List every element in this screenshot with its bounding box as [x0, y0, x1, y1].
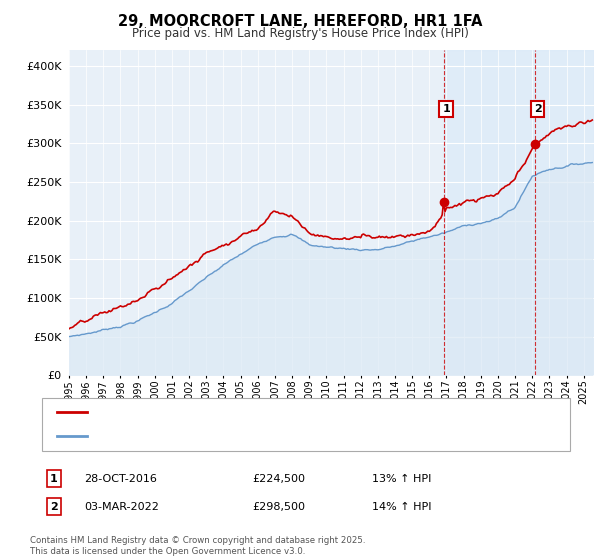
Text: £224,500: £224,500: [252, 474, 305, 484]
Text: 14% ↑ HPI: 14% ↑ HPI: [372, 502, 431, 512]
Text: HPI: Average price, semi-detached house, Herefordshire: HPI: Average price, semi-detached house,…: [93, 431, 386, 441]
Text: Price paid vs. HM Land Registry's House Price Index (HPI): Price paid vs. HM Land Registry's House …: [131, 27, 469, 40]
Text: 1: 1: [50, 474, 58, 484]
Text: 2: 2: [534, 104, 542, 114]
Text: £298,500: £298,500: [252, 502, 305, 512]
Text: 03-MAR-2022: 03-MAR-2022: [84, 502, 159, 512]
Text: 2: 2: [50, 502, 58, 512]
Text: 13% ↑ HPI: 13% ↑ HPI: [372, 474, 431, 484]
Text: Contains HM Land Registry data © Crown copyright and database right 2025.
This d: Contains HM Land Registry data © Crown c…: [30, 536, 365, 556]
Text: 1: 1: [442, 104, 450, 114]
Text: 28-OCT-2016: 28-OCT-2016: [84, 474, 157, 484]
Text: 29, MOORCROFT LANE, HEREFORD, HR1 1FA (semi-detached house): 29, MOORCROFT LANE, HEREFORD, HR1 1FA (s…: [93, 408, 448, 418]
Text: 29, MOORCROFT LANE, HEREFORD, HR1 1FA: 29, MOORCROFT LANE, HEREFORD, HR1 1FA: [118, 14, 482, 29]
Bar: [443, 50, 594, 375]
